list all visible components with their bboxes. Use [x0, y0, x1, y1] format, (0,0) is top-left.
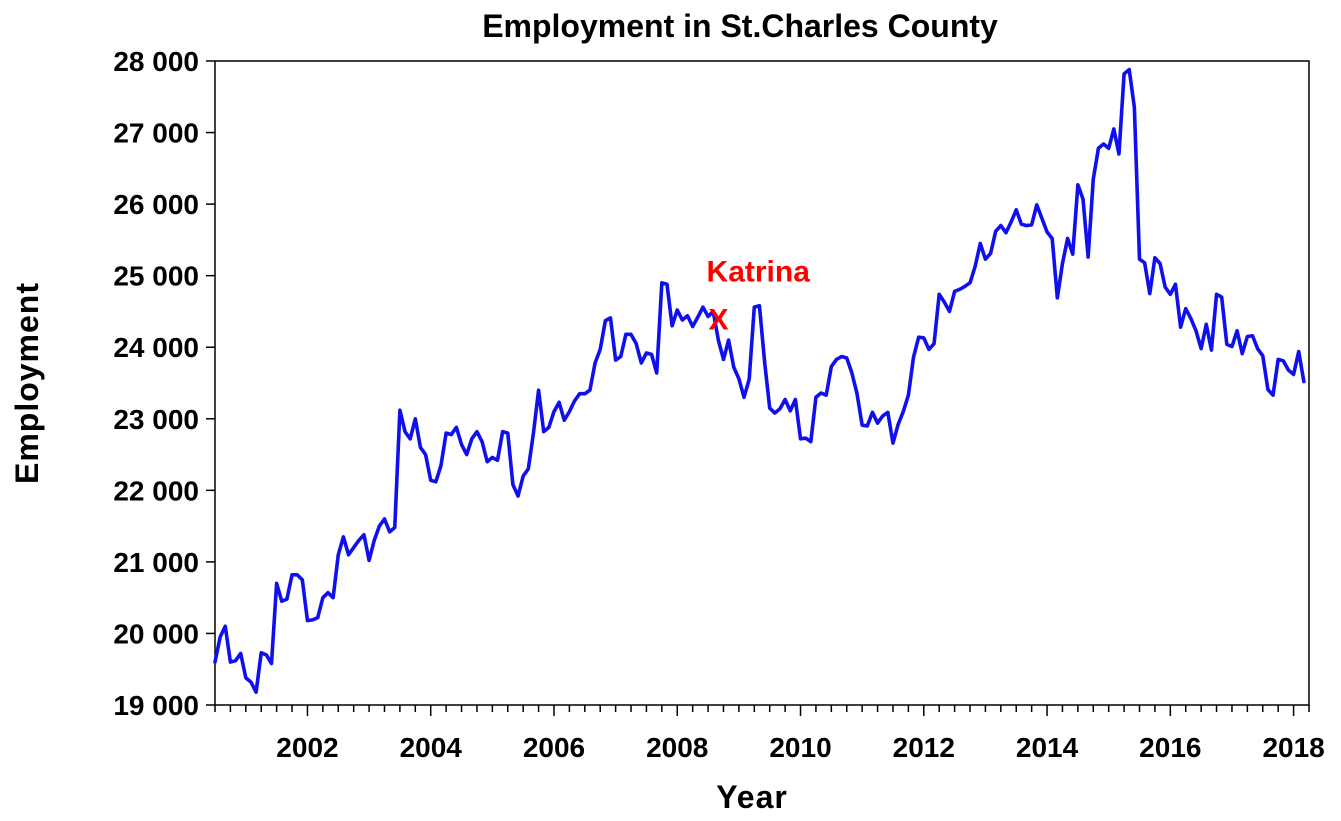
y-tick-label: 20 000 — [113, 618, 199, 649]
y-tick-label: 19 000 — [113, 690, 199, 721]
x-tick-label: 2010 — [769, 732, 831, 763]
x-tick-label: 2004 — [400, 732, 463, 763]
chart-title: Employment in St.Charles County — [482, 8, 998, 44]
y-tick-label: 26 000 — [113, 189, 199, 220]
y-tick-label: 24 000 — [113, 332, 199, 363]
katrina-label: Katrina — [707, 256, 811, 289]
katrina-marker: X — [709, 304, 729, 337]
y-tick-label: 22 000 — [113, 475, 199, 506]
x-tick-label: 2006 — [523, 732, 585, 763]
y-tick-label: 27 000 — [113, 118, 199, 149]
x-tick-label: 2002 — [276, 732, 338, 763]
x-tick-label: 2018 — [1262, 732, 1324, 763]
x-tick-label: 2012 — [893, 732, 955, 763]
x-tick-label: 2008 — [646, 732, 708, 763]
y-tick-label: 21 000 — [113, 547, 199, 578]
x-axis-title: Year — [716, 779, 788, 815]
x-axis: 2002 2004 2006 2008 2010 2012 2014 2016 2018 — [214, 705, 1325, 763]
y-tick-label: 25 000 — [113, 261, 199, 292]
series-line-0 — [213, 67, 1306, 694]
x-tick-label: 2014 — [1016, 732, 1079, 763]
plot-area-frame — [214, 60, 1310, 706]
annotation-layer: X Katrina — [707, 256, 811, 337]
x-tick-label: 2016 — [1139, 732, 1201, 763]
y-tick-label: 28 000 — [113, 46, 199, 77]
y-axis: 19 000 20 000 21 000 22 000 23 000 24 000 25 0… — [113, 46, 215, 721]
y-tick-label: 23 000 — [113, 404, 199, 435]
y-axis-title: Employment — [9, 282, 45, 484]
series-layer — [213, 67, 1306, 694]
